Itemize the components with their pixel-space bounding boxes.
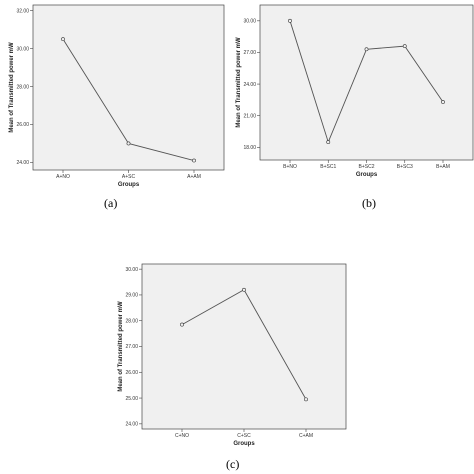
chart-b-xlabel: Groups xyxy=(356,172,378,178)
chart-a-ytick-label: 32.00 xyxy=(16,8,29,14)
chart-c-data-point xyxy=(304,397,308,402)
chart-b: 18.00 21.00 24.00 27.00 30.00 B+NO B+SC1 B+SC2 B… xyxy=(228,0,474,190)
chart-a-data-point xyxy=(126,141,131,146)
chart-b-ylabel: Mean of Transmitted power mW xyxy=(236,37,242,128)
chart-b-xtick-label: B+SC3 xyxy=(397,164,413,170)
chart-b-xtick-label: B+SC1 xyxy=(320,164,336,170)
chart-b-caption: (b) xyxy=(362,196,376,210)
chart-b-xtick-label: B+NO xyxy=(283,164,297,170)
chart-c-svg: 24.00 25.00 26.00 27.00 28.00 29.00 30.00 C+NO C… xyxy=(118,263,347,447)
chart-c-caption: (c) xyxy=(226,457,240,471)
chart-a: 24.00 26.00 28.00 30.00 32.00 A+NO A+SC A+AM Gro… xyxy=(0,0,228,190)
chart-b-data-point xyxy=(441,100,445,104)
chart-b-xtick-label: B+AM xyxy=(436,164,450,170)
chart-c-ytick-label: 27.00 xyxy=(125,344,138,350)
chart-a-data-point xyxy=(192,158,196,163)
chart-b-ytick-label: 30.00 xyxy=(243,19,256,25)
chart-b-data-point xyxy=(326,140,331,144)
chart-a-ytick-label: 28.00 xyxy=(16,84,29,90)
chart-c-data-point xyxy=(242,287,246,292)
chart-c-data-point xyxy=(180,322,184,327)
chart-b-svg: 18.00 21.00 24.00 27.00 30.00 B+NO B+SC1 B+SC2 B… xyxy=(236,4,474,178)
chart-c-xtick-label: C+SC xyxy=(237,433,251,439)
chart-c-xtick-label: C+AM xyxy=(299,433,313,439)
chart-a-ytick-label: 26.00 xyxy=(16,122,29,128)
chart-a-ytick-label: 24.00 xyxy=(16,160,29,166)
chart-a-caption: (a) xyxy=(104,196,118,210)
chart-c-xlabel: Groups xyxy=(233,441,255,447)
chart-c-ytick-label: 28.00 xyxy=(125,318,138,324)
chart-b-ytick-label: 27.00 xyxy=(243,50,256,56)
chart-a-ytick-label: 30.00 xyxy=(16,46,29,52)
chart-a-data-point xyxy=(61,37,65,42)
chart-b-data-point xyxy=(288,18,292,23)
chart-b-ytick-label: 18.00 xyxy=(243,145,256,151)
chart-c-ylabel: Mean of Transmitted power mW xyxy=(118,301,124,392)
chart-b-ytick-label: 24.00 xyxy=(243,82,256,88)
chart-b-data-point xyxy=(364,47,369,52)
chart-c-xtick-label: C+NO xyxy=(175,433,189,439)
chart-c-ytick-label: 24.00 xyxy=(125,422,138,428)
chart-b-ytick-label: 21.00 xyxy=(243,113,256,119)
chart-a-xtick-label: A+NO xyxy=(56,174,70,180)
chart-c-ytick-label: 30.00 xyxy=(125,267,138,273)
chart-a-svg: 24.00 26.00 28.00 30.00 32.00 A+NO A+SC A+AM Gro… xyxy=(9,4,225,188)
chart-a-ylabel: Mean of Transmitted power mW xyxy=(9,42,15,133)
chart-a-xtick-label: A+AM xyxy=(187,174,201,180)
chart-a-xlabel: Groups xyxy=(118,182,140,188)
chart-b-plot-area xyxy=(259,4,474,161)
chart-a-xtick-label: A+SC xyxy=(122,174,136,180)
chart-c-ytick-label: 25.00 xyxy=(125,396,138,402)
chart-b-xtick-label: B+SC2 xyxy=(359,164,375,170)
chart-c: 24.00 25.00 26.00 27.00 28.00 29.00 30.00 C+NO C… xyxy=(110,262,356,450)
chart-c-ytick-label: 29.00 xyxy=(125,293,138,299)
chart-b-data-point xyxy=(402,44,407,49)
chart-c-ytick-label: 26.00 xyxy=(125,370,138,376)
